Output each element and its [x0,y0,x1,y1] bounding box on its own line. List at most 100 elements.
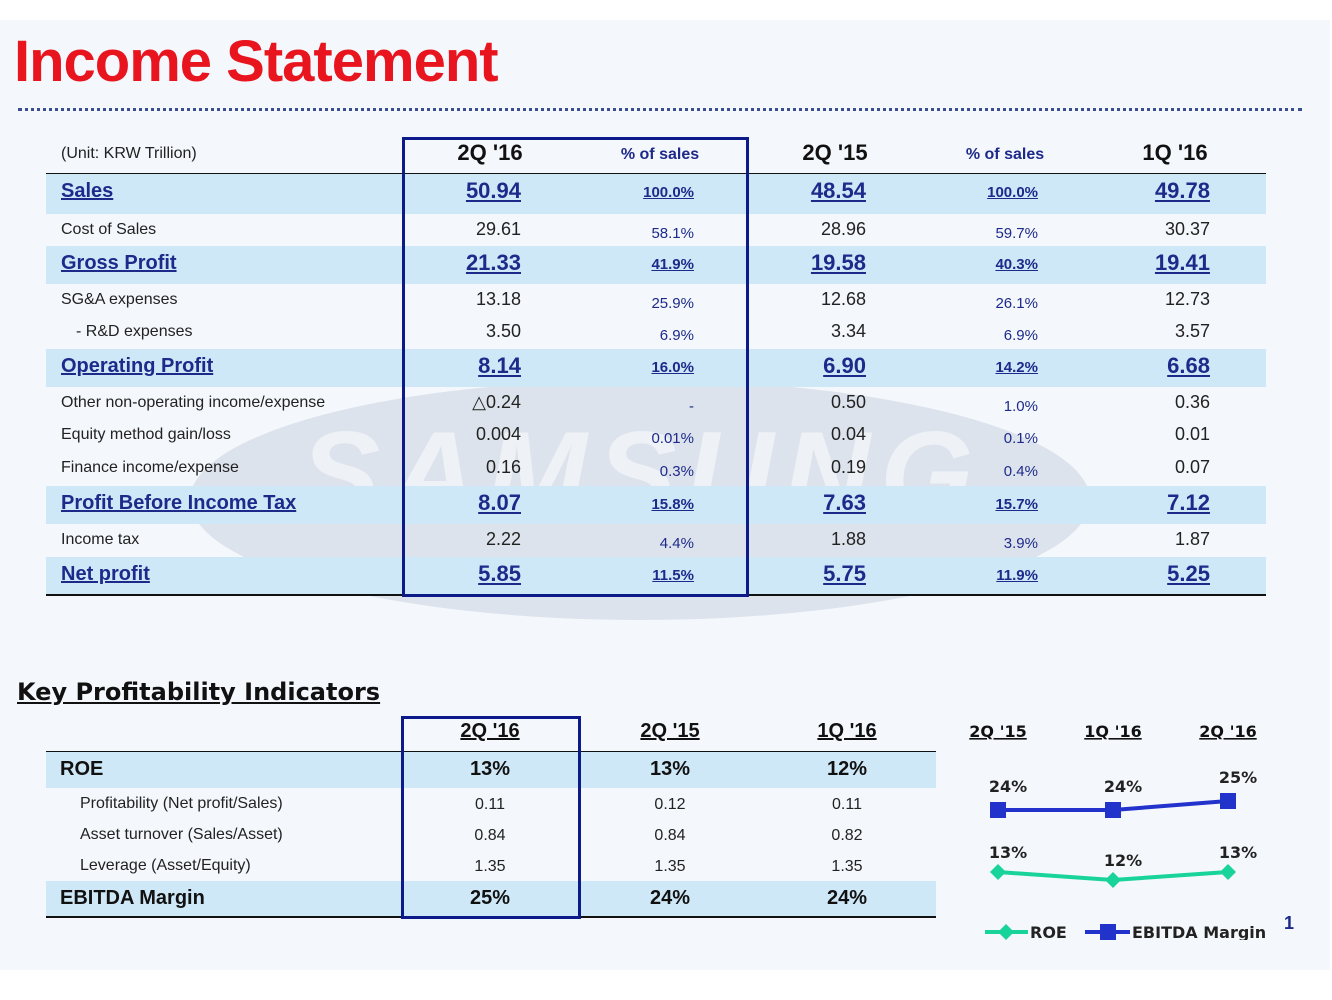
value-2q16: 8.07 [478,490,521,515]
legend-marker-roe [998,924,1014,940]
highlight-box-2q16 [402,137,749,597]
value-2q16: 50.94 [465,178,521,203]
pct-2q16: 16.0% [651,359,694,376]
pct-2q15: 59.7% [995,225,1038,242]
chart-data-label: 24% [989,777,1027,796]
row-label: Operating Profit [61,355,214,377]
kpi-row-label: EBITDA Margin [60,887,205,909]
value-2q15: 5.75 [823,561,866,586]
kpi-column-header: 2Q '15 [640,720,700,742]
value-1q16: 1.87 [1174,529,1210,549]
row-band [46,486,1266,524]
row-band [46,174,1266,214]
chart-point [1105,802,1121,818]
kpi-column-header: 2Q '16 [460,720,520,742]
value-1q16: 5.25 [1167,561,1210,586]
value-1q16: 19.41 [1154,250,1210,275]
pct-2q16: 100.0% [643,184,694,201]
pct-2q16: - [689,398,694,415]
pct-2q16: 58.1% [651,225,694,242]
row-label: Gross Profit [61,252,177,274]
pct-2q15: 26.1% [995,295,1038,312]
value-2q16: 5.85 [478,561,521,586]
row-label: Equity method gain/loss [61,426,231,443]
column-header: 2Q '15 [802,140,868,165]
chart-data-label: 24% [1104,777,1142,796]
row-label: Cost of Sales [61,221,157,238]
kpi-value: 0.12 [654,796,686,813]
pct-2q16: 15.8% [651,496,694,513]
kpi-value: 1.35 [474,858,506,875]
kpi-row-label: Profitability (Net profit/Sales) [80,795,283,812]
kpi-value: 0.11 [832,796,862,813]
value-2q15: 7.63 [823,490,866,515]
row-label: Income tax [61,531,140,548]
value-2q15: 0.50 [830,392,866,412]
row-band [46,246,1266,284]
unit-label: (Unit: KRW Trillion) [61,145,197,162]
column-header: % of sales [620,146,700,163]
pct-2q15: 6.9% [1003,327,1038,344]
kpi-value: 0.11 [475,796,505,813]
pct-2q15: 100.0% [987,184,1038,201]
slide: SAMSUNG Income Statement (Unit: KRW Tril… [0,20,1330,970]
value-2q15: 3.34 [830,321,866,341]
pct-2q15: 3.9% [1003,535,1038,552]
kpi-line-chart: 2Q '15 1Q '16 2Q '16 24% 24% 25% 13% 12% 13% ROE E… [969,722,1266,940]
chart-point [1220,864,1236,880]
row-label: Other non-operating income/expense [61,394,326,411]
value-2q15: 6.90 [823,353,866,378]
kpi-value: 12% [826,758,868,780]
page-number: 1 [1283,913,1294,933]
chart-category-label: 2Q '15 [969,722,1026,741]
kpi-row-band [46,752,936,788]
kpi-column-header: 1Q '16 [817,720,877,742]
row-label: - R&D expenses [76,323,193,340]
value-2q15: 28.96 [820,219,866,239]
chart-data-label: 25% [1219,768,1257,787]
kpi-value: 1.35 [831,858,863,875]
legend-label-ebitda: EBITDA Margin [1132,923,1266,940]
value-2q16: 21.33 [465,250,521,275]
kpi-value: 13% [649,758,691,780]
row-label: Profit Before Income Tax [61,492,297,514]
kpi-value: 0.82 [831,827,863,844]
pct-2q16: 0.3% [659,463,694,480]
value-2q16: 29.61 [475,219,521,239]
value-2q15: 12.68 [820,289,866,309]
legend-marker-ebitda [1100,924,1116,940]
value-1q16: 6.68 [1167,353,1210,378]
row-label: Sales [61,180,114,202]
chart-category-label: 1Q '16 [1084,722,1141,741]
chart-point [1105,872,1121,888]
pct-2q15: 0.4% [1003,463,1038,480]
chart-data-label: 13% [989,843,1027,862]
chart-point [1220,793,1236,809]
pct-2q15: 40.3% [995,256,1038,273]
value-2q15: 0.04 [830,424,866,444]
title-divider [18,108,1302,111]
pct-2q15: 15.7% [995,496,1038,513]
kpi-value: 13% [469,758,511,780]
chart-data-label: 13% [1219,843,1257,862]
kpi-highlight-box-2q16 [401,716,581,919]
kpi-row-label: Asset turnover (Sales/Asset) [80,826,283,843]
value-2q16: 8.14 [478,353,521,378]
kpi-row-band [46,881,936,917]
pct-2q16: 4.4% [659,535,694,552]
value-1q16: 7.12 [1167,490,1210,515]
kpi-value: 0.84 [474,827,506,844]
column-header: 1Q '16 [1142,140,1208,165]
pct-2q16: 25.9% [651,295,694,312]
value-1q16: 0.01 [1174,424,1210,444]
pct-2q16: 41.9% [651,256,694,273]
row-label: Finance income/expense [61,459,239,476]
pct-2q15: 14.2% [995,359,1038,376]
value-2q15: 48.54 [810,178,866,203]
kpi-row-label: ROE [60,758,104,780]
column-header: % of sales [965,146,1045,163]
pct-2q15: 0.1% [1003,430,1038,447]
value-2q16: 2.22 [485,529,521,549]
row-band [46,349,1266,387]
kpi-value: 25% [469,887,511,909]
